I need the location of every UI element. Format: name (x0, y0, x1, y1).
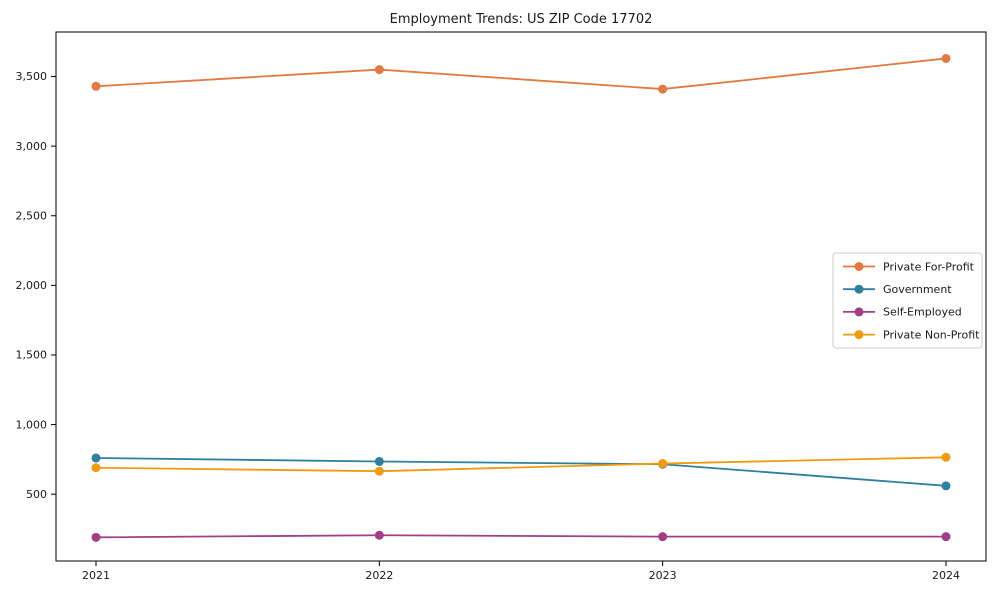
legend-box (832, 252, 983, 349)
x-tick-label: 2024 (932, 569, 960, 582)
data-point-marker (91, 81, 101, 91)
legend-marker-dot (854, 307, 864, 317)
legend-marker-dot (854, 284, 864, 294)
legend-entry-label: Self-Employed (883, 306, 962, 319)
y-tick-label: 500 (26, 488, 47, 501)
data-point-marker (658, 459, 668, 469)
data-point-marker (941, 532, 951, 542)
x-tick-label: 2022 (365, 569, 393, 582)
data-point-marker (91, 463, 101, 473)
data-point-marker (941, 452, 951, 462)
data-point-marker (374, 466, 384, 476)
data-point-marker (941, 53, 951, 63)
data-point-marker (91, 453, 101, 463)
y-tick-label: 3,500 (16, 70, 48, 83)
data-point-marker (374, 456, 384, 466)
x-tick-label: 2023 (649, 569, 677, 582)
y-tick-label: 2,500 (16, 209, 48, 222)
data-point-marker (658, 84, 668, 94)
plot-frame (55, 31, 987, 562)
legend-marker-dot (854, 262, 864, 271)
data-point-marker (374, 65, 384, 75)
plot-area: 500 1,000 1,500 2,000 2,500 3,000 3,500 2021 202… (16, 31, 987, 582)
series-line (95, 534, 946, 539)
chart-title: Employment Trends: US ZIP Code 17702 (390, 12, 653, 27)
y-tick-label: 1,000 (16, 418, 48, 431)
y-tick-label: 2,000 (16, 279, 48, 292)
legend-entry-label: Private For-Profit (883, 260, 975, 273)
data-point-marker (941, 481, 951, 491)
legend-entry-label: Private Non-Profit (883, 328, 980, 341)
data-point-marker (374, 530, 384, 540)
x-tick-label: 2021 (82, 569, 110, 582)
data-point-marker (658, 532, 668, 542)
y-tick-label: 1,500 (16, 349, 48, 362)
legend-entry-label: Government (883, 283, 952, 296)
series-line (95, 456, 947, 473)
series-line (95, 57, 947, 90)
y-tick-label: 3,000 (16, 140, 48, 153)
series-line (95, 457, 947, 487)
data-point-marker (91, 532, 101, 542)
legend-marker-dot (854, 330, 864, 340)
